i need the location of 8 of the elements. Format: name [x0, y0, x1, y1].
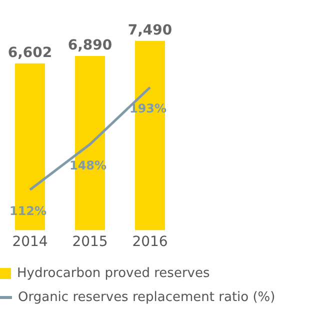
data-label: 6,890	[68, 38, 112, 54]
data-label: 7,490	[128, 22, 172, 39]
legend-label: Organic reserves replacement ratio (%)	[18, 290, 276, 304]
x-tick-label: 2016	[132, 234, 168, 250]
legend-label: Hydrocarbon proved reserves	[17, 266, 210, 280]
data-label: 6,602	[8, 44, 52, 61]
x-tick-label: 2014	[12, 234, 48, 250]
x-tick-label: 2015	[72, 234, 108, 250]
